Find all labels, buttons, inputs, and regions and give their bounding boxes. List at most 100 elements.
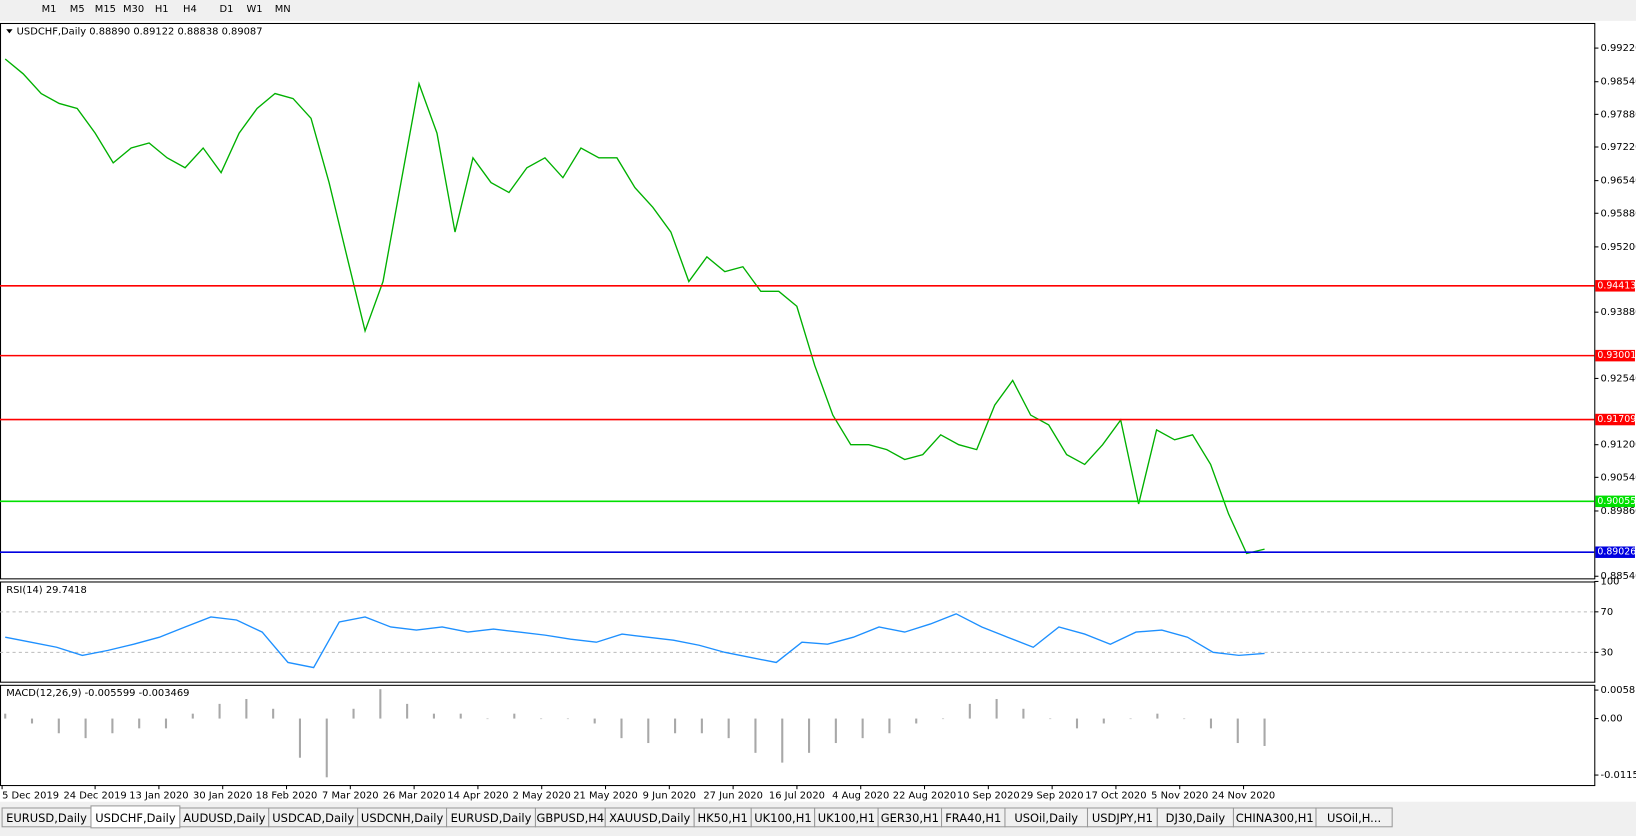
x-tick-label: 5 Nov 2020	[1151, 790, 1208, 801]
timeframe-button[interactable]	[92, 1, 118, 17]
tab-label[interactable]: XAUUSD,Daily	[609, 811, 690, 825]
macd-bar	[593, 718, 596, 724]
macd-bar	[1183, 718, 1186, 720]
level-label: 0.91709	[1597, 414, 1636, 425]
tab-label[interactable]: AUDUSD,Daily	[183, 811, 265, 825]
tab-label[interactable]: USOil,Daily	[1014, 811, 1078, 825]
macd-bar	[1263, 718, 1266, 746]
x-tick-label: 16 Jul 2020	[769, 790, 825, 801]
tab-label[interactable]: GBPUSD,H4	[536, 811, 604, 825]
x-tick-label: 24 Dec 2019	[63, 790, 126, 801]
timeframe-button[interactable]	[64, 1, 90, 17]
macd-bar	[164, 718, 168, 729]
y-tick-label: 0.005818	[1601, 685, 1636, 696]
timeframe-button[interactable]	[270, 1, 296, 17]
tab-label[interactable]: DJ30,Daily	[1166, 811, 1226, 825]
timeframe-label[interactable]: M15	[95, 4, 116, 15]
tab-label[interactable]: EURUSD,Daily	[451, 811, 532, 825]
macd-bar	[941, 718, 945, 720]
tab-label[interactable]: HK50,H1	[698, 811, 748, 825]
tab-label[interactable]: USDCNH,Daily	[361, 811, 444, 825]
tab-label[interactable]: USDCAD,Daily	[272, 811, 354, 825]
macd-bar	[513, 713, 516, 719]
macd-bar	[727, 718, 730, 739]
y-tick-label: 100	[1601, 576, 1620, 587]
tab-label[interactable]: USDJPY,H1	[1092, 811, 1153, 825]
tab-label[interactable]: FRA40,H1	[945, 811, 1001, 825]
tab[interactable]	[1315, 807, 1393, 828]
tab-label[interactable]: USDCHF,Daily	[95, 811, 176, 825]
macd-bar	[379, 689, 382, 719]
tab-label[interactable]: UK100,H1	[754, 811, 811, 825]
y-tick-label: -0.011541	[1601, 770, 1636, 781]
macd-bar	[995, 698, 998, 719]
tab-label[interactable]: CHINA300,H1	[1236, 811, 1314, 825]
timeframe-button[interactable]	[121, 1, 147, 17]
timeframe-button[interactable]	[177, 1, 203, 17]
toolbar	[0, 0, 1636, 19]
x-tick-label: 5 Dec 2019	[2, 790, 59, 801]
x-tick-label: 10 Sep 2020	[957, 790, 1020, 801]
macd-bar	[968, 703, 971, 719]
timeframe-label[interactable]: H1	[155, 4, 169, 15]
level-label: 0.93001	[1597, 350, 1636, 361]
timeframe-button[interactable]	[213, 1, 239, 17]
macd-bar	[1022, 708, 1025, 719]
macd-bar	[272, 708, 275, 719]
macd-bar	[674, 718, 677, 734]
macd-panel	[0, 684, 1596, 787]
chart-window	[0, 20, 1636, 802]
timeframe-button[interactable]	[36, 1, 62, 17]
level-label: 0.94413	[1597, 280, 1636, 291]
macd-bar	[4, 713, 7, 719]
x-tick-label: 14 Apr 2020	[447, 790, 508, 801]
x-tick-label: 21 May 2020	[573, 790, 638, 801]
x-tick-label: 22 Aug 2020	[893, 790, 956, 801]
macd-bar	[432, 713, 435, 719]
macd-bar	[540, 718, 543, 720]
tab-label[interactable]: UK100,H1	[818, 811, 875, 825]
timeframe-label[interactable]: W1	[247, 4, 263, 15]
tab-label[interactable]: USOil,H...	[1327, 811, 1381, 825]
timeframe-label[interactable]: M1	[42, 4, 57, 15]
tab-label[interactable]: EURUSD,Daily	[6, 811, 87, 825]
timeframe-button[interactable]	[149, 1, 175, 17]
timeframe-label[interactable]: H4	[183, 4, 197, 15]
macd-bar	[1049, 718, 1052, 720]
timeframe-label[interactable]: MN	[275, 4, 291, 15]
x-tick-label: 29 Sep 2020	[1021, 790, 1084, 801]
x-tick-label: 24 Nov 2020	[1212, 790, 1275, 801]
level-label-box	[1595, 349, 1635, 362]
macd-bar	[808, 718, 811, 753]
macd-bar	[111, 718, 114, 734]
macd-bar	[754, 718, 757, 753]
macd-bar	[298, 718, 302, 758]
tab-label[interactable]: GER30,H1	[881, 811, 939, 825]
x-tick-label: 9 Jun 2020	[643, 790, 696, 801]
macd-bar	[566, 718, 569, 720]
level-label-box	[1595, 280, 1635, 292]
macd-bar	[406, 703, 409, 719]
macd-bar	[352, 708, 355, 719]
macd-bar	[138, 718, 141, 729]
macd-bar	[218, 703, 221, 719]
timeframe-label[interactable]: M30	[123, 4, 144, 15]
macd-bar	[84, 718, 87, 739]
timeframe-label[interactable]: D1	[219, 4, 233, 15]
x-tick-label: 17 Oct 2020	[1085, 790, 1146, 801]
macd-bar	[57, 718, 60, 734]
macd-bar	[245, 698, 248, 719]
macd-bar	[620, 718, 623, 739]
timeframe-label[interactable]: M5	[70, 4, 85, 15]
timeframe-button[interactable]	[242, 1, 268, 17]
macd-bar	[700, 718, 703, 734]
macd-bar	[861, 718, 864, 739]
